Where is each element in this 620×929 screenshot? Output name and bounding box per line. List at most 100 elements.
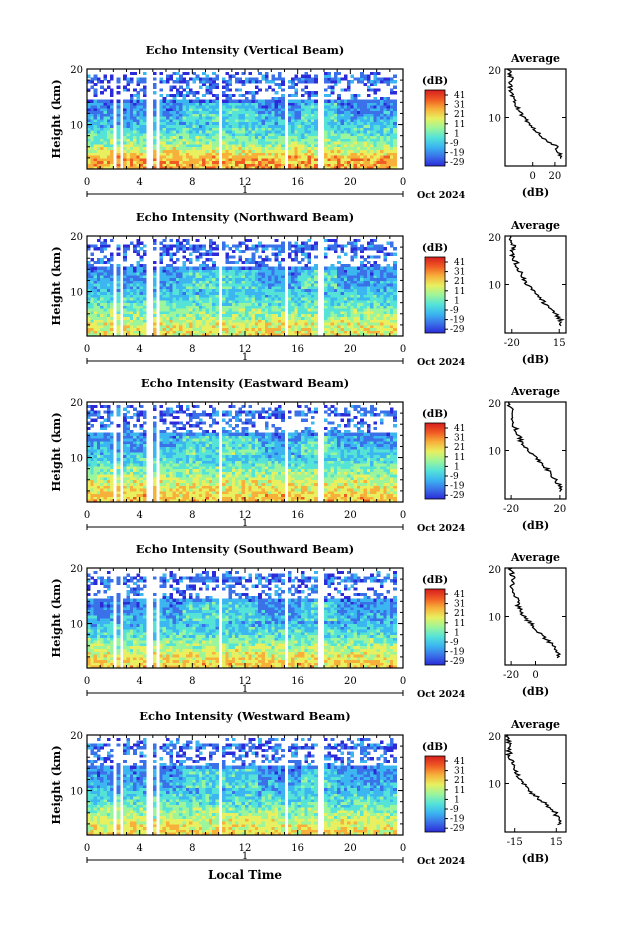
average-xlabel: (dB) bbox=[522, 186, 549, 199]
colorbar-label: (dB) bbox=[422, 408, 448, 420]
x-tick-label: 16 bbox=[291, 676, 304, 687]
average-xtick-label: 15 bbox=[550, 837, 563, 848]
y-tick-label: 20 bbox=[70, 564, 83, 575]
colorbar-tick-label: 31 bbox=[454, 600, 465, 610]
average-xlabel: (dB) bbox=[522, 852, 549, 865]
colorbar-tick-label: 1 bbox=[454, 462, 460, 472]
panel-title: Echo Intensity (Westward Beam) bbox=[139, 709, 350, 723]
heatmap-cells bbox=[87, 570, 397, 669]
average-ytick-label: 20 bbox=[488, 66, 501, 77]
x-tick-label: 8 bbox=[189, 676, 195, 687]
x-tick-label: 4 bbox=[136, 344, 142, 355]
average-xtick-label: 20 bbox=[549, 171, 562, 182]
average-ytick-label: 10 bbox=[488, 281, 501, 292]
y-tick-label: 20 bbox=[70, 731, 83, 742]
colorbar-tick-label: -19 bbox=[450, 482, 465, 492]
average-profile-line bbox=[507, 567, 562, 659]
average-xtick-label: 15 bbox=[553, 338, 566, 349]
colorbar-tick-label: 31 bbox=[454, 434, 465, 444]
colorbar-tick-label: 1 bbox=[454, 795, 460, 805]
colorbar-tick-label: 21 bbox=[454, 609, 465, 619]
colorbar-tick-label: -9 bbox=[450, 638, 459, 648]
average-ytick-label: 20 bbox=[488, 565, 501, 576]
colorbar bbox=[424, 755, 446, 833]
x-tick-label: 0 bbox=[84, 676, 90, 687]
y-axis-label: Height (km) bbox=[49, 246, 63, 325]
colorbar-tick-label: 11 bbox=[454, 120, 465, 130]
panel-title: Echo Intensity (Southward Beam) bbox=[136, 542, 354, 556]
x-tick-label: 4 bbox=[136, 843, 142, 854]
colorbar-tick-label: 41 bbox=[454, 590, 465, 600]
x-tick-label: 0 bbox=[400, 676, 406, 687]
x-tick-label: 12 bbox=[239, 510, 252, 521]
y-tick-label: 20 bbox=[70, 398, 83, 409]
colorbar-tick-label: 21 bbox=[454, 110, 465, 120]
panel-2: Echo Intensity (Northward Beam) 20 10 Heigh… bbox=[49, 210, 567, 368]
y-tick-label: 10 bbox=[70, 288, 83, 299]
colorbar-tick-label: 21 bbox=[454, 776, 465, 786]
x-tick-label: 0 bbox=[400, 510, 406, 521]
panel-3: Echo Intensity (Eastward Beam)2010Height… bbox=[49, 376, 567, 534]
heatmap-cells bbox=[87, 737, 397, 836]
x-tick-label: 12 bbox=[239, 177, 252, 188]
colorbar-tick-label: 11 bbox=[454, 786, 465, 796]
date-day-label: 1 bbox=[242, 851, 248, 862]
average-frame bbox=[504, 401, 567, 500]
date-day-label: 1 bbox=[242, 518, 248, 529]
x-tick-label: 8 bbox=[189, 344, 195, 355]
x-tick-label: 12 bbox=[239, 344, 252, 355]
y-tick-label: 10 bbox=[70, 454, 83, 465]
average-ytick-label: 10 bbox=[488, 613, 501, 624]
colorbar-tick-label: -19 bbox=[450, 648, 465, 658]
average-ytick-label: 20 bbox=[488, 399, 501, 410]
average-ytick-label: 10 bbox=[488, 780, 501, 791]
colorbar-tick-label: 11 bbox=[454, 453, 465, 463]
colorbar-tick-label: 11 bbox=[454, 619, 465, 629]
average-ytick-label: 10 bbox=[488, 114, 501, 125]
average-xtick-label: 0 bbox=[530, 171, 536, 182]
colorbar-tick-label: -19 bbox=[450, 815, 465, 825]
average-xlabel: (dB) bbox=[522, 519, 549, 532]
panel-title: Echo Intensity (Eastward Beam) bbox=[141, 376, 349, 390]
colorbar-tick-label: -9 bbox=[450, 472, 459, 482]
colorbar-tick-label: 41 bbox=[454, 91, 465, 101]
colorbar-label: (dB) bbox=[422, 75, 448, 87]
heatmap-cells bbox=[87, 404, 397, 503]
x-tick-label: 16 bbox=[291, 344, 304, 355]
x-tick-label: 0 bbox=[84, 344, 90, 355]
panel-title: Echo Intensity (Vertical Beam) bbox=[146, 43, 345, 57]
colorbar-tick-label: 21 bbox=[454, 443, 465, 453]
y-axis-label: Height (km) bbox=[49, 79, 63, 158]
colorbar-tick-label: 11 bbox=[454, 287, 465, 297]
colorbar-tick-label: -29 bbox=[450, 158, 465, 168]
colorbar-tick-label: 1 bbox=[454, 628, 460, 638]
y-axis-label: Height (km) bbox=[49, 578, 63, 657]
colorbar-tick-label: 41 bbox=[454, 258, 465, 268]
colorbar-tick-label: -9 bbox=[450, 805, 459, 815]
colorbar bbox=[424, 422, 446, 500]
x-tick-label: 8 bbox=[189, 177, 195, 188]
colorbar-label: (dB) bbox=[422, 242, 448, 254]
x-tick-label: 20 bbox=[344, 676, 357, 687]
x-tick-label: 0 bbox=[84, 177, 90, 188]
average-xtick-label: 0 bbox=[532, 670, 538, 681]
average-profile-line bbox=[508, 235, 565, 327]
average-frame bbox=[504, 734, 567, 833]
colorbar bbox=[424, 256, 446, 334]
colorbar-tick-label: 31 bbox=[454, 101, 465, 111]
x-tick-label: 20 bbox=[344, 344, 357, 355]
date-day-label: 1 bbox=[242, 185, 248, 196]
x-tick-label: 12 bbox=[239, 676, 252, 687]
y-axis-label: Height (km) bbox=[49, 745, 63, 824]
average-xlabel: (dB) bbox=[522, 353, 549, 366]
average-title: Average bbox=[510, 551, 560, 564]
panel-5: Echo Intensity (Westward Beam)2010Height… bbox=[49, 709, 567, 867]
average-xtick-label: -20 bbox=[504, 338, 520, 349]
average-title: Average bbox=[510, 718, 560, 731]
x-tick-label: 0 bbox=[400, 843, 406, 854]
panel-4: Echo Intensity (Southward Beam)2010Heigh… bbox=[49, 542, 567, 700]
x-tick-label: 0 bbox=[400, 344, 406, 355]
average-xlabel: (dB) bbox=[522, 685, 549, 698]
panel-title: Echo Intensity (Northward Beam) bbox=[136, 210, 354, 224]
x-tick-label: 12 bbox=[239, 843, 252, 854]
